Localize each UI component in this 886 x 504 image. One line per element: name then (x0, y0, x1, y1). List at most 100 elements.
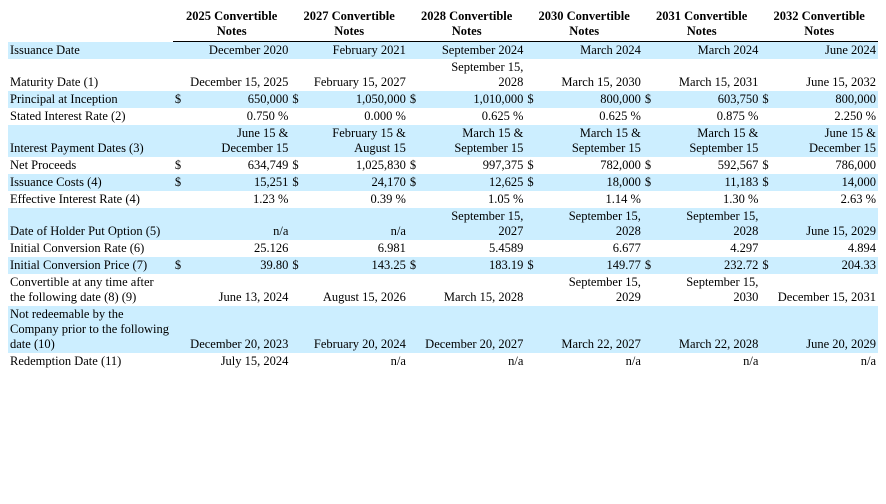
currency-symbol: $ (408, 257, 422, 274)
cell-value: 800,000 (775, 91, 878, 108)
cell-value: September 15, 2030 (657, 274, 760, 306)
currency-symbol (408, 42, 422, 60)
cell-value: 25.126 (187, 240, 290, 257)
row-label: Convertible at any time after the follow… (8, 274, 173, 306)
currency-symbol (408, 274, 422, 306)
currency-symbol: $ (643, 257, 657, 274)
cell-value: March 15 & September 15 (540, 125, 643, 157)
cell-value: 603,750 (657, 91, 760, 108)
cell-value: n/a (305, 353, 408, 370)
currency-symbol (408, 353, 422, 370)
currency-symbol: $ (760, 91, 774, 108)
currency-symbol (525, 59, 539, 91)
currency-symbol (760, 208, 774, 240)
currency-symbol (290, 240, 304, 257)
cell-value: n/a (187, 208, 290, 240)
cell-value: 0.39 % (305, 191, 408, 208)
currency-symbol (408, 208, 422, 240)
cell-value: 6.677 (540, 240, 643, 257)
col-header: 2030 Convertible Notes (525, 8, 643, 42)
currency-symbol (173, 240, 187, 257)
row-label: Not redeemable by the Company prior to t… (8, 306, 173, 353)
currency-symbol (525, 191, 539, 208)
cell-value: 39.80 (187, 257, 290, 274)
currency-symbol (643, 191, 657, 208)
cell-value: n/a (422, 353, 525, 370)
table-row: Convertible at any time after the follow… (8, 274, 878, 306)
currency-symbol (643, 108, 657, 125)
cell-value: 2.250 % (775, 108, 878, 125)
cell-value: September 15, 2028 (657, 208, 760, 240)
currency-symbol: $ (290, 157, 304, 174)
currency-symbol: $ (760, 157, 774, 174)
table-row: Principal at Inception$650,000$1,050,000… (8, 91, 878, 108)
currency-symbol (290, 191, 304, 208)
cell-value: 0.625 % (422, 108, 525, 125)
cell-value: 149.77 (540, 257, 643, 274)
cell-value: 1.30 % (657, 191, 760, 208)
currency-symbol (760, 191, 774, 208)
currency-symbol (760, 125, 774, 157)
currency-symbol (525, 353, 539, 370)
currency-symbol (760, 42, 774, 60)
currency-symbol: $ (525, 157, 539, 174)
currency-symbol (760, 274, 774, 306)
table-row: Redemption Date (11) July 15, 2024 n/a n/a n… (8, 353, 878, 370)
cell-value: 1.23 % (187, 191, 290, 208)
currency-symbol (760, 108, 774, 125)
col-header: 2032 Convertible Notes (760, 8, 878, 42)
currency-symbol (173, 353, 187, 370)
cell-value: February 15, 2027 (305, 59, 408, 91)
cell-value: 15,251 (187, 174, 290, 191)
table-row: Issuance Costs (4)$15,251$24,170$12,625$… (8, 174, 878, 191)
currency-symbol (290, 42, 304, 60)
row-label: Redemption Date (11) (8, 353, 173, 370)
table-row: Not redeemable by the Company prior to t… (8, 306, 878, 353)
cell-value: 0.000 % (305, 108, 408, 125)
currency-symbol (643, 42, 657, 60)
row-label: Maturity Date (1) (8, 59, 173, 91)
cell-value: 14,000 (775, 174, 878, 191)
cell-value: December 15, 2025 (187, 59, 290, 91)
cell-value: 592,567 (657, 157, 760, 174)
cell-value: December 20, 2027 (422, 306, 525, 353)
row-label: Effective Interest Rate (4) (8, 191, 173, 208)
cell-value: June 15, 2029 (775, 208, 878, 240)
currency-symbol (290, 208, 304, 240)
currency-symbol (290, 59, 304, 91)
row-label: Initial Conversion Price (7) (8, 257, 173, 274)
currency-symbol: $ (173, 257, 187, 274)
cell-value: n/a (657, 353, 760, 370)
cell-value: September 2024 (422, 42, 525, 60)
currency-symbol (525, 108, 539, 125)
cell-value: June 13, 2024 (187, 274, 290, 306)
cell-value: July 15, 2024 (187, 353, 290, 370)
currency-symbol (408, 108, 422, 125)
currency-symbol (173, 274, 187, 306)
cell-value: March 2024 (540, 42, 643, 60)
currency-symbol (643, 208, 657, 240)
cell-value: 0.750 % (187, 108, 290, 125)
currency-symbol (760, 59, 774, 91)
cell-value: 24,170 (305, 174, 408, 191)
currency-symbol: $ (408, 157, 422, 174)
currency-symbol: $ (643, 91, 657, 108)
cell-value: n/a (540, 353, 643, 370)
currency-symbol: $ (643, 174, 657, 191)
currency-symbol: $ (408, 91, 422, 108)
table-row: Initial Conversion Price (7)$39.80$143.2… (8, 257, 878, 274)
table-row: Effective Interest Rate (4) 1.23 % 0.39 % 1… (8, 191, 878, 208)
currency-symbol: $ (643, 157, 657, 174)
cell-value: 997,375 (422, 157, 525, 174)
currency-symbol (173, 125, 187, 157)
currency-symbol (290, 274, 304, 306)
row-label: Initial Conversion Rate (6) (8, 240, 173, 257)
currency-symbol: $ (173, 157, 187, 174)
currency-symbol (408, 191, 422, 208)
currency-symbol (525, 42, 539, 60)
table-header-row: 2025 Convertible Notes 2027 Convertible … (8, 8, 878, 42)
currency-symbol (643, 306, 657, 353)
table-body: Issuance DateDecember 2020February 2021S… (8, 42, 878, 371)
convertible-notes-table: 2025 Convertible Notes 2027 Convertible … (8, 8, 878, 370)
cell-value: March 15 & September 15 (422, 125, 525, 157)
